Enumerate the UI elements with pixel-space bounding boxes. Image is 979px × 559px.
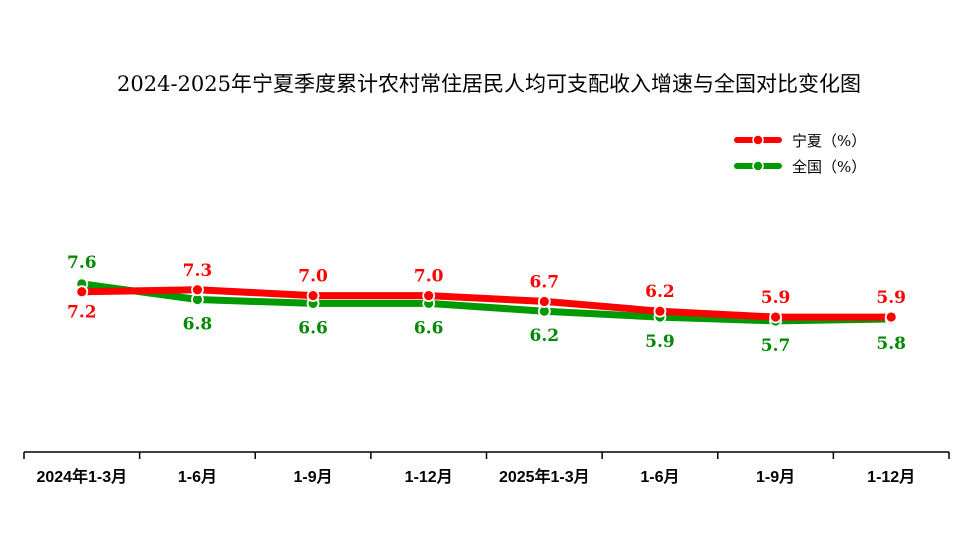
label-layer: 7.2 7.6 7.3 6.8 7.0 6.6 7.0 6.6 6.7 6.2 6.2 5.9 5.9 5… <box>67 253 906 356</box>
legend-label-ningxia: 宁夏（%） <box>792 132 866 150</box>
value-label-ningxia: 7.0 <box>414 267 444 287</box>
series-line-national <box>78 280 895 325</box>
series-layer <box>75 277 898 328</box>
legend-item-national: 全国（%） <box>734 158 866 176</box>
x-tick-label: 1-6月 <box>178 468 217 486</box>
data-point-ningxia <box>769 310 782 324</box>
chart-title: 2024-2025年宁夏季度累计农村常住居民人均可支配收入增速与全国对比变化图 <box>117 72 861 96</box>
value-label-national: 6.2 <box>530 326 560 346</box>
value-label-national: 5.7 <box>761 336 791 356</box>
series-line-ningxia <box>78 286 895 321</box>
value-label-national: 7.6 <box>67 253 97 273</box>
value-label-ningxia: 7.2 <box>67 303 97 323</box>
value-label-ningxia: 6.2 <box>645 282 675 302</box>
value-label-ningxia: 7.0 <box>298 267 328 287</box>
legend-label-national: 全国（%） <box>792 158 866 176</box>
value-label-ningxia: 7.3 <box>183 261 213 281</box>
x-tick-label: 1-12月 <box>867 468 915 486</box>
data-point-ningxia <box>422 289 436 303</box>
value-label-national: 5.9 <box>645 332 675 352</box>
data-point-ningxia <box>537 295 551 308</box>
value-label-national: 6.8 <box>183 315 213 335</box>
x-tick-label: 1-6月 <box>640 468 679 486</box>
value-label-national: 6.6 <box>298 318 328 338</box>
tick-layer: 2024年1-3月 1-6月 1-9月 1-12月 2025年1-3月 1-6月 1-9月 1… <box>23 452 950 486</box>
x-tick-label: 2025年1-3月 <box>499 467 590 486</box>
value-label-national: 6.6 <box>414 318 444 338</box>
data-point-ningxia <box>653 304 667 318</box>
data-point-ningxia <box>884 310 898 324</box>
data-point-ningxia <box>306 289 320 303</box>
data-point-ningxia <box>191 283 204 297</box>
value-label-national: 5.8 <box>876 334 906 354</box>
value-label-ningxia: 6.7 <box>530 272 560 292</box>
x-tick-label: 2024年1-3月 <box>36 467 127 486</box>
x-tick-label: 1-12月 <box>405 468 453 486</box>
data-point-ningxia <box>75 285 89 299</box>
value-label-ningxia: 5.9 <box>761 288 791 308</box>
legend-item-ningxia: 宁夏（%） <box>734 132 866 150</box>
x-tick-label: 1-9月 <box>293 468 332 486</box>
legend: 宁夏（%） 全国（%） <box>734 132 866 176</box>
value-label-ningxia: 5.9 <box>876 288 906 308</box>
x-tick-label: 1-9月 <box>756 468 795 486</box>
